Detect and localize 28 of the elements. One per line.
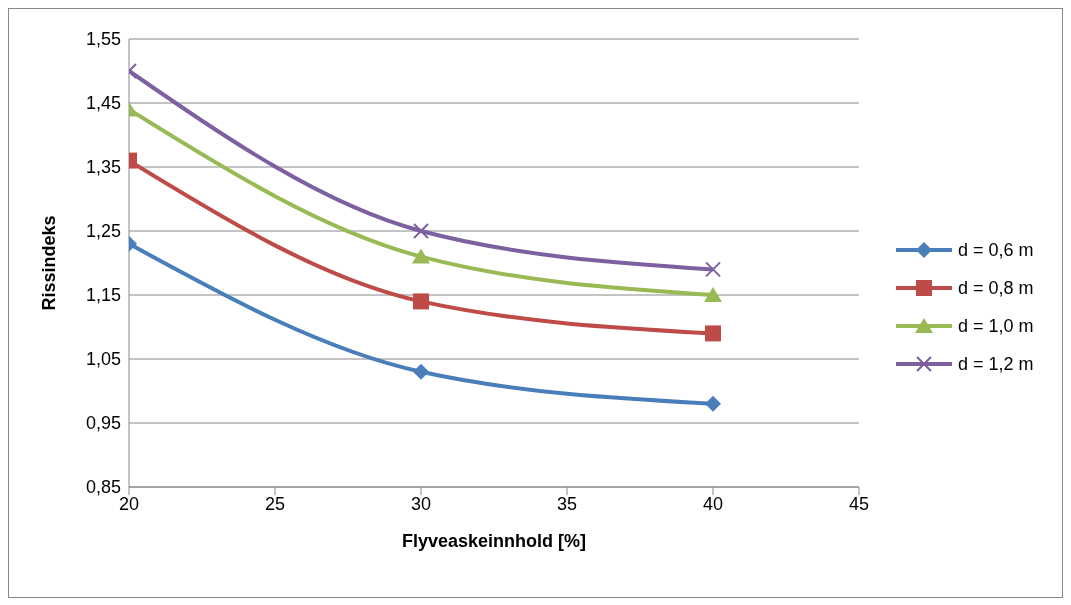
- y-tick-label: 1,15: [85, 285, 121, 306]
- x-tick-label: 20: [118, 493, 140, 514]
- x-tick-label: 45: [848, 493, 870, 514]
- point: [413, 363, 429, 380]
- legend-label: d = 0,8 m: [958, 277, 1034, 299]
- x-tick-label: 30: [410, 493, 432, 514]
- y-tick-label: 1,25: [85, 221, 121, 242]
- y-tick-label: 1,35: [85, 157, 121, 178]
- point: [704, 287, 722, 302]
- point: [413, 223, 429, 239]
- point: [705, 325, 721, 342]
- legend-label: d = 1,0 m: [958, 315, 1034, 337]
- legend-label: d = 1,2 m: [958, 353, 1034, 375]
- point: [412, 248, 430, 264]
- point: [413, 293, 429, 310]
- point: [705, 395, 721, 412]
- x-axis-title: Flyveaskeinnhold [%]: [401, 531, 587, 551]
- x-tick-label: 25: [264, 493, 286, 514]
- y-tick-label: 1,55: [85, 29, 121, 50]
- y-tick-label: 0,95: [85, 413, 121, 434]
- point: [705, 261, 721, 278]
- y-tick-label: 0,85: [85, 477, 121, 498]
- y-axis-title: Rissindeks: [39, 215, 60, 311]
- y-tick-label: 1,05: [85, 349, 121, 370]
- y-tick-label: 1,45: [85, 93, 121, 114]
- x-tick-label: 40: [702, 493, 724, 514]
- x-tick-label: 35: [556, 493, 578, 514]
- legend-label: d = 0,6 m: [958, 239, 1034, 261]
